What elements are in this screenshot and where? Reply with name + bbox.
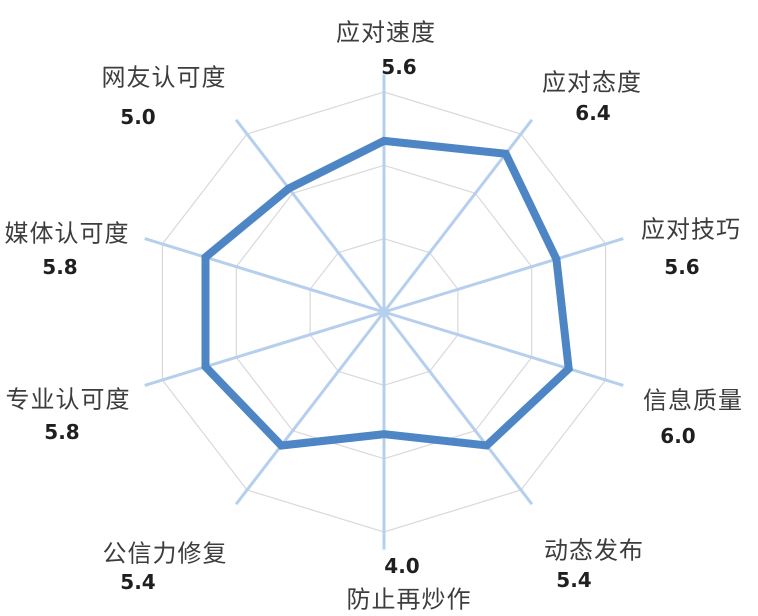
axis-spoke	[383, 310, 624, 387]
axis-category-label: 动态发布	[544, 538, 644, 565]
axis-spoke	[383, 237, 624, 314]
axis-spoke	[234, 118, 386, 313]
axis-category-label: 应对态度	[542, 70, 642, 97]
axis-value-label: 6.4	[575, 101, 611, 125]
axis-value-label: 5.6	[664, 255, 700, 279]
axis-category-label: 应对技巧	[641, 217, 741, 244]
axis-value-label: 6.0	[660, 424, 696, 448]
axis-spoke	[234, 311, 386, 506]
axis-value-label: 4.0	[384, 554, 420, 578]
axis-category-label: 应对速度	[336, 20, 436, 47]
axis-value-label: 5.4	[120, 570, 156, 594]
axis-category-label: 信息质量	[643, 388, 743, 415]
axis-category-label: 公信力修复	[102, 541, 228, 568]
axis-value-label: 5.4	[556, 568, 592, 592]
axis-category-label: 专业认可度	[5, 387, 131, 414]
axis-category-label: 网友认可度	[101, 65, 227, 92]
axis-value-label: 5.0	[120, 105, 156, 129]
axis-value-label: 5.6	[381, 55, 417, 79]
axis-category-label: 媒体认可度	[4, 221, 130, 248]
data-series-polygon	[201, 136, 573, 450]
axis-spoke	[144, 237, 385, 314]
axis-spoke	[144, 310, 385, 387]
axis-spoke	[382, 311, 534, 506]
axis-category-label: 防止再炒作	[346, 587, 472, 614]
axis-value-label: 5.8	[42, 255, 78, 279]
axis-value-label: 5.8	[44, 420, 80, 444]
